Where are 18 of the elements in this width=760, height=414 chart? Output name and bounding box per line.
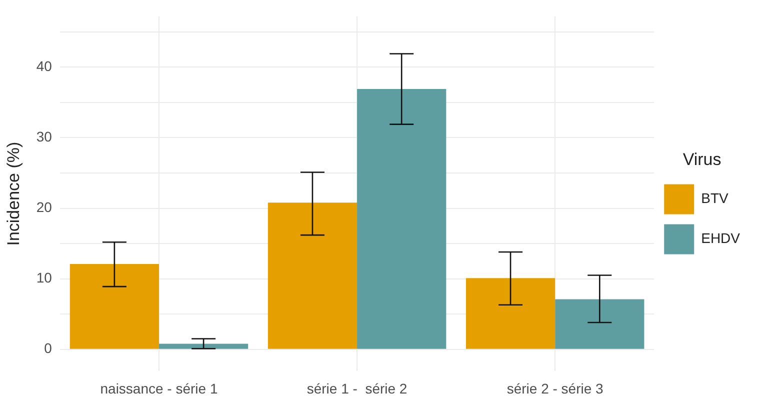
legend-title: Virus (682, 150, 722, 169)
bar (70, 264, 159, 349)
bar (268, 202, 358, 349)
bar (158, 344, 248, 349)
y-tick-label: 30 (36, 128, 52, 145)
bar (466, 278, 556, 349)
y-tick-label: 0 (44, 340, 52, 356)
x-tick-label: série 1 - série 2 (306, 380, 408, 396)
x-tick-label: série 2 - série 3 (506, 380, 604, 396)
bar (555, 299, 644, 349)
y-tick-label: 20 (36, 199, 52, 216)
y-axis-title: Incidence (%) (4, 142, 23, 246)
y-tick-label: 10 (36, 270, 52, 286)
legend-label: EHDV (701, 230, 741, 246)
x-tick-label: naissance - série 1 (100, 380, 218, 396)
y-tick-label: 40 (36, 58, 52, 74)
legend-label: BTV (701, 190, 729, 206)
bar (357, 89, 446, 349)
